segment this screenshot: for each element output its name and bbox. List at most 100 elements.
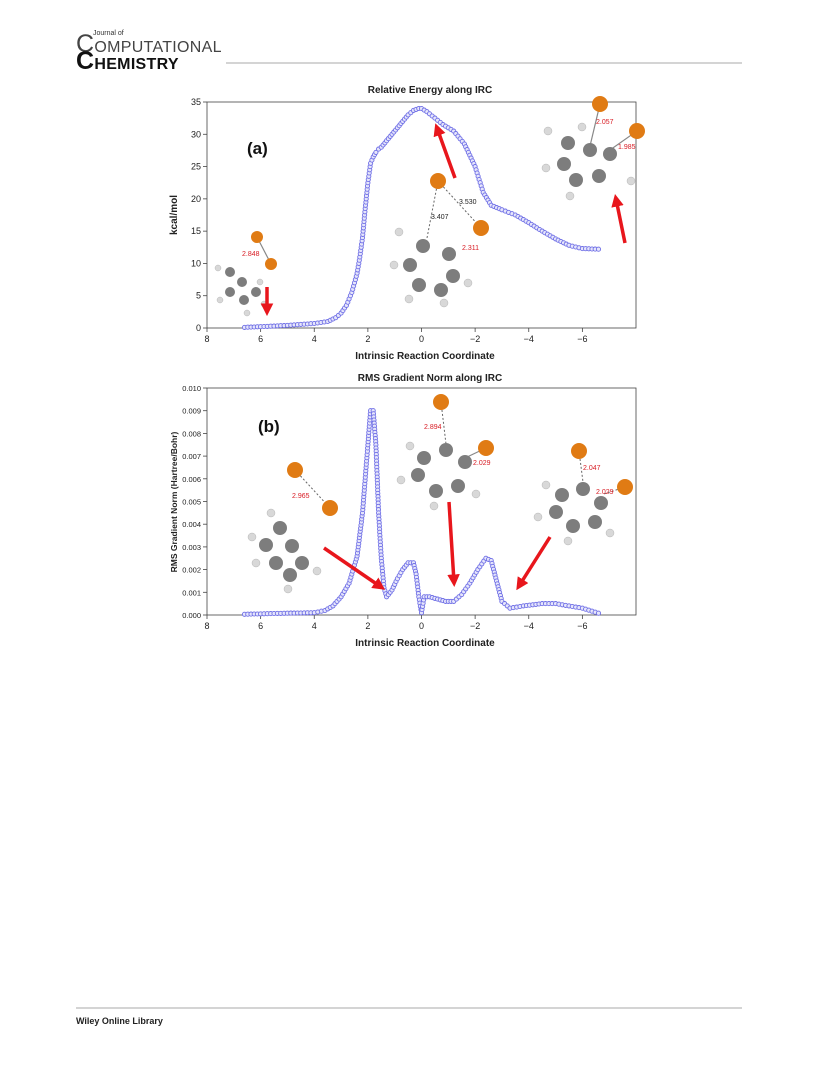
bromine-atom (287, 462, 303, 478)
hydrogen-atom (405, 441, 415, 451)
carbon-atom (239, 295, 249, 305)
hydrogen-atom (394, 227, 404, 237)
bromine-atom (473, 220, 489, 236)
y-tick-label: 20 (191, 194, 201, 204)
x-tick-label: −2 (470, 334, 480, 344)
carbon-atom (416, 239, 430, 253)
y-tick-label: 0.003 (182, 543, 201, 552)
hydrogen-atom (541, 480, 551, 490)
arrow (323, 546, 386, 590)
arrow (447, 501, 460, 588)
bond (294, 469, 331, 509)
series-line (244, 410, 599, 615)
carbon-atom (225, 287, 235, 297)
distance-label: 2.029 (596, 489, 614, 496)
panel-b: RMS Gradient Norm along IRC 0.0000.0010.… (169, 373, 637, 649)
bromine-atom (571, 443, 587, 459)
carbon-atom (285, 539, 299, 553)
y-tick-label: 0.007 (182, 452, 201, 461)
molecule-b-intermediate: 2.894 2.029 (396, 394, 494, 511)
carbon-atom (458, 455, 472, 469)
distance-label: 2.057 (596, 119, 614, 126)
hydrogen-atom (312, 566, 322, 576)
carbon-atom (269, 556, 283, 570)
distance-label: 2.029 (473, 460, 491, 467)
carbon-atom (412, 278, 426, 292)
molecule-b-product: 2.047 2.029 (533, 443, 633, 546)
carbon-atom (549, 505, 563, 519)
logo-line-chemistry: CHEMISTRY (76, 47, 179, 75)
y-tick-label: 10 (191, 258, 201, 268)
logo-line-computational: COMPUTATIONAL (76, 30, 222, 58)
x-tick-label: 2 (365, 621, 370, 631)
panel-a-x-label: Intrinsic Reaction Coordinate (355, 351, 495, 362)
hydrogen-atom (626, 176, 636, 186)
panel-a-label: (a) (247, 139, 268, 158)
bromine-atom (433, 394, 449, 410)
y-tick-label: 0 (196, 323, 201, 333)
hydrogen-atom (541, 163, 551, 173)
carbon-atom (592, 169, 606, 183)
carbon-atom (295, 556, 309, 570)
hydrogen-atom (605, 528, 615, 538)
y-tick-label: 0.002 (182, 566, 201, 575)
x-tick-label: 4 (312, 334, 317, 344)
data-point (373, 149, 379, 155)
carbon-atom (439, 443, 453, 457)
bromine-atom (629, 123, 645, 139)
y-tick-label: 0.001 (182, 588, 201, 597)
hydrogen-atom (439, 298, 449, 308)
distance-label: 2.965 (292, 493, 310, 500)
x-tick-label: −6 (577, 621, 587, 631)
carbon-atom (417, 451, 431, 465)
x-tick-label: 6 (258, 621, 263, 631)
x-tick-label: 2 (365, 334, 370, 344)
hydrogen-atom (247, 532, 257, 542)
hydrogen-atom (543, 126, 553, 136)
carbon-atom (576, 482, 590, 496)
carbon-atom (225, 267, 235, 277)
y-tick-label: 15 (191, 226, 201, 236)
distance-label: 2.894 (424, 424, 442, 431)
panel-a-frame (206, 101, 637, 329)
hydrogen-atom (471, 489, 481, 499)
hydrogen-atom (389, 260, 399, 270)
bromine-atom (251, 231, 263, 243)
distance-label: 2.848 (242, 251, 260, 258)
hydrogen-atom (577, 122, 587, 132)
y-tick-label: 0.006 (182, 475, 201, 484)
carbon-atom (251, 287, 261, 297)
x-tick-label: 0 (419, 621, 424, 631)
bromine-atom (478, 440, 494, 456)
panel-a: Relative Energy along IRC 05101520253035… (169, 85, 645, 362)
panel-b-label: (b) (258, 417, 280, 436)
distance-label: 2.047 (583, 465, 601, 472)
bromine-atom (430, 173, 446, 189)
carbon-atom (566, 519, 580, 533)
bromine-atom (592, 96, 608, 112)
y-tick-label: 25 (191, 162, 201, 172)
x-tick-label: −2 (470, 621, 480, 631)
header-rule (226, 62, 742, 64)
x-tick-label: 8 (204, 621, 209, 631)
x-tick-label: −4 (524, 621, 534, 631)
panel-a-y-label: kcal/mol (169, 195, 180, 235)
panel-a-series (241, 105, 602, 330)
panel-b-x-ticks: 8 6 4 2 0 −2 −4 −6 (204, 615, 588, 631)
panel-b-x-label: Intrinsic Reaction Coordinate (355, 638, 495, 649)
y-tick-label: 0.000 (182, 611, 201, 620)
hydrogen-atom (404, 294, 414, 304)
y-tick-label: 0.009 (182, 407, 201, 416)
bond (440, 401, 447, 445)
data-point (595, 246, 602, 252)
bromine-atom (265, 258, 277, 270)
y-tick-label: 5 (196, 291, 201, 301)
bond (437, 180, 482, 229)
x-tick-label: 4 (312, 621, 317, 631)
series-line (244, 107, 599, 328)
carbon-atom (411, 468, 425, 482)
x-tick-label: −4 (524, 334, 534, 344)
hydrogen-atom (266, 508, 276, 518)
hydrogen-atom (396, 475, 406, 485)
